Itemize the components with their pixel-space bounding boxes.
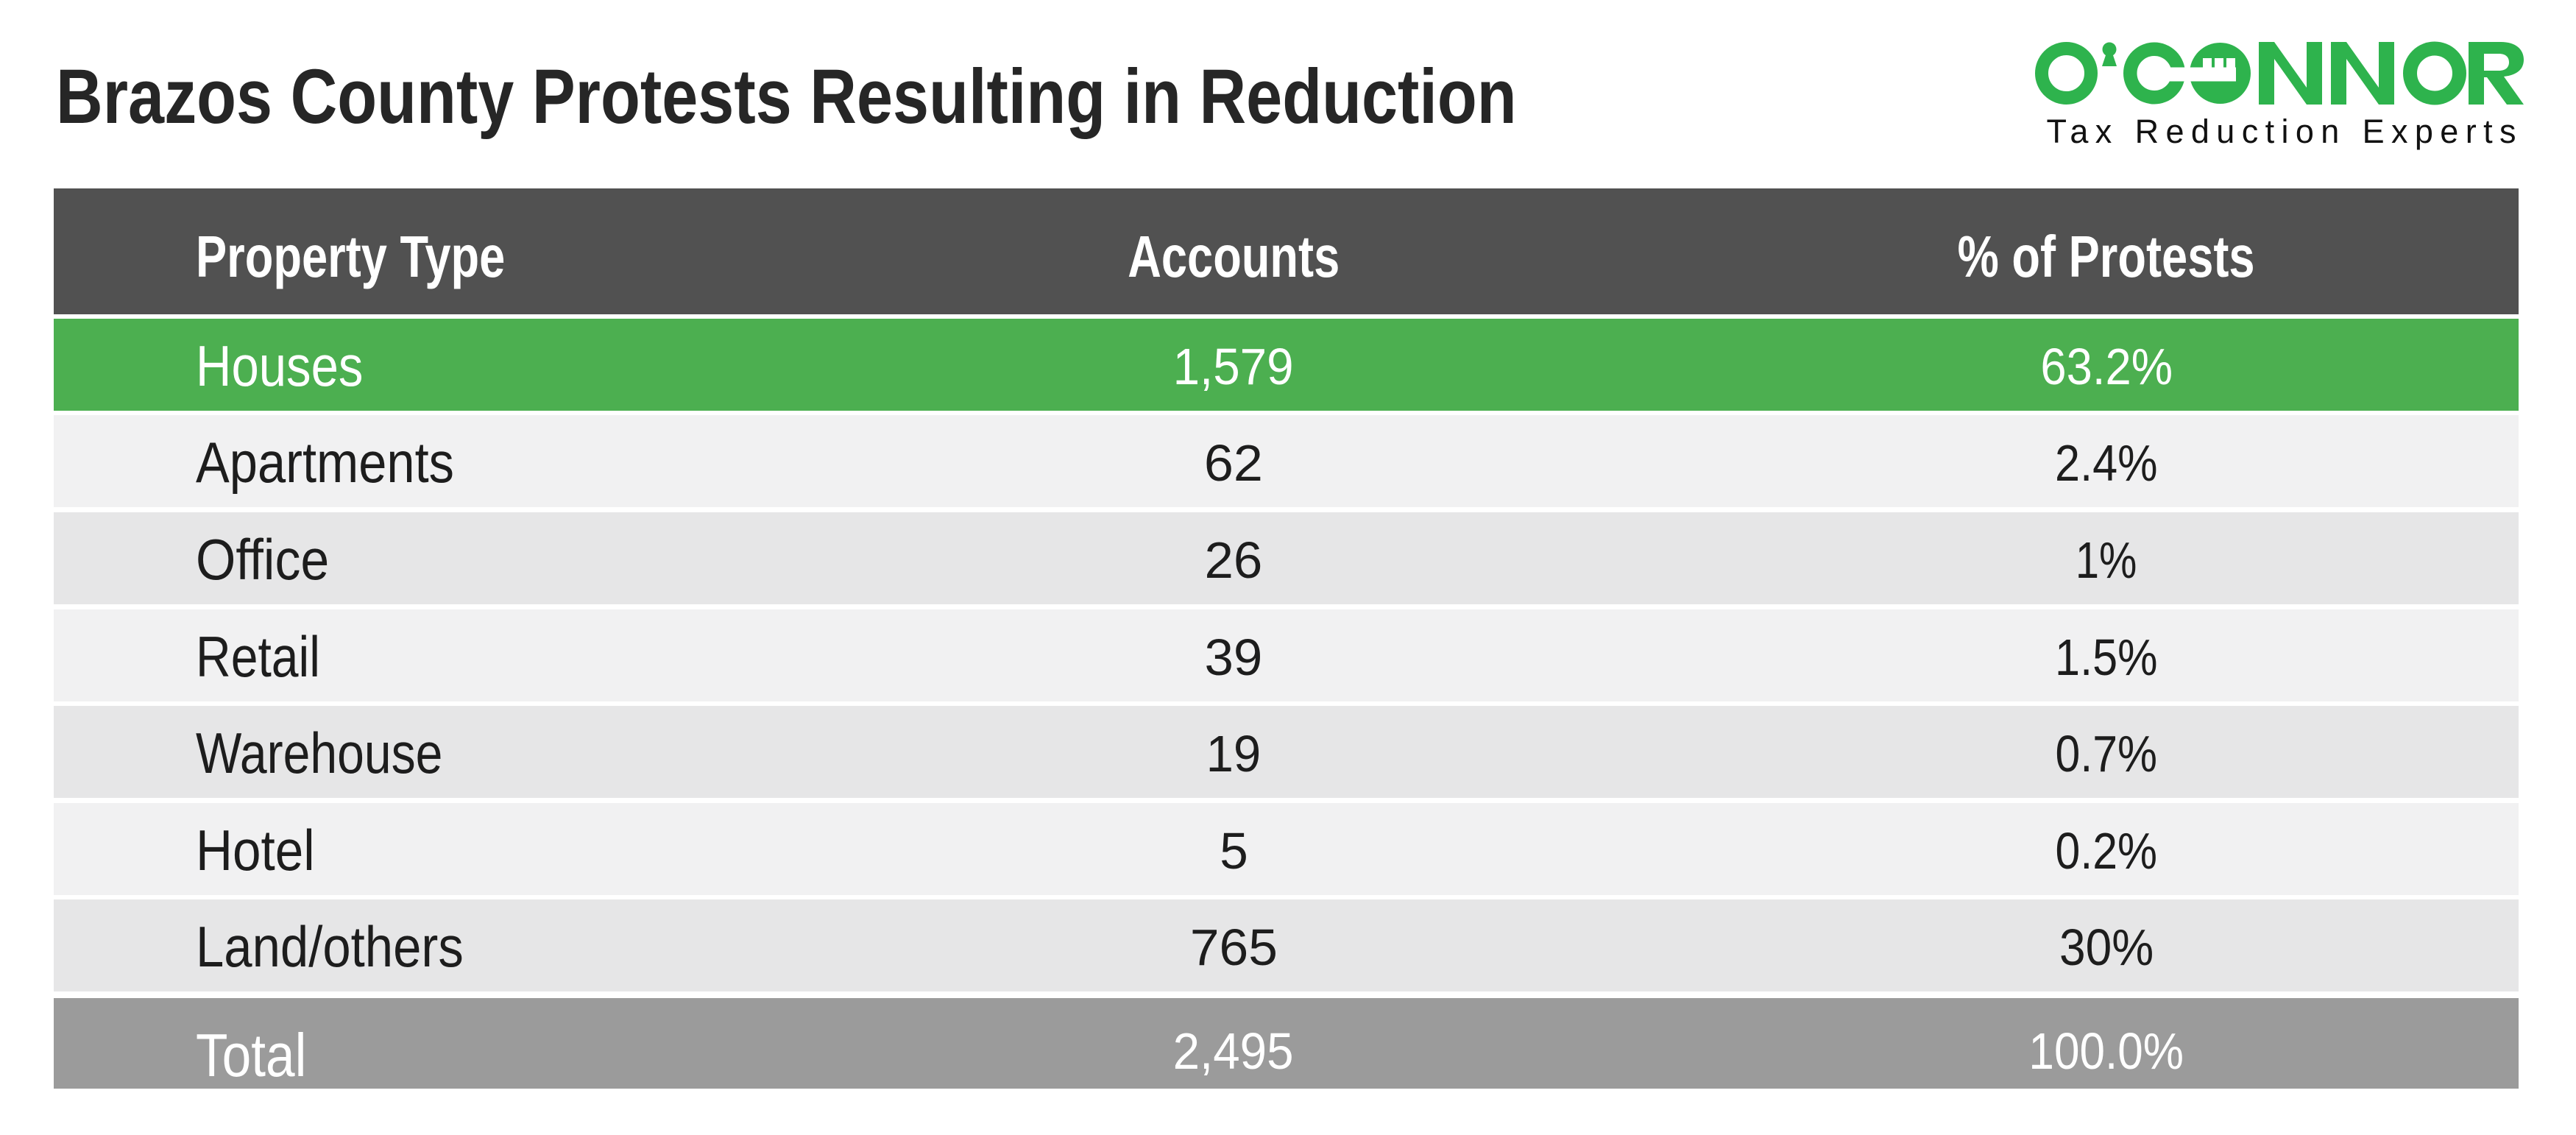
svg-text:Tax Reduction Experts: Tax Reduction Experts [2047,113,2516,150]
